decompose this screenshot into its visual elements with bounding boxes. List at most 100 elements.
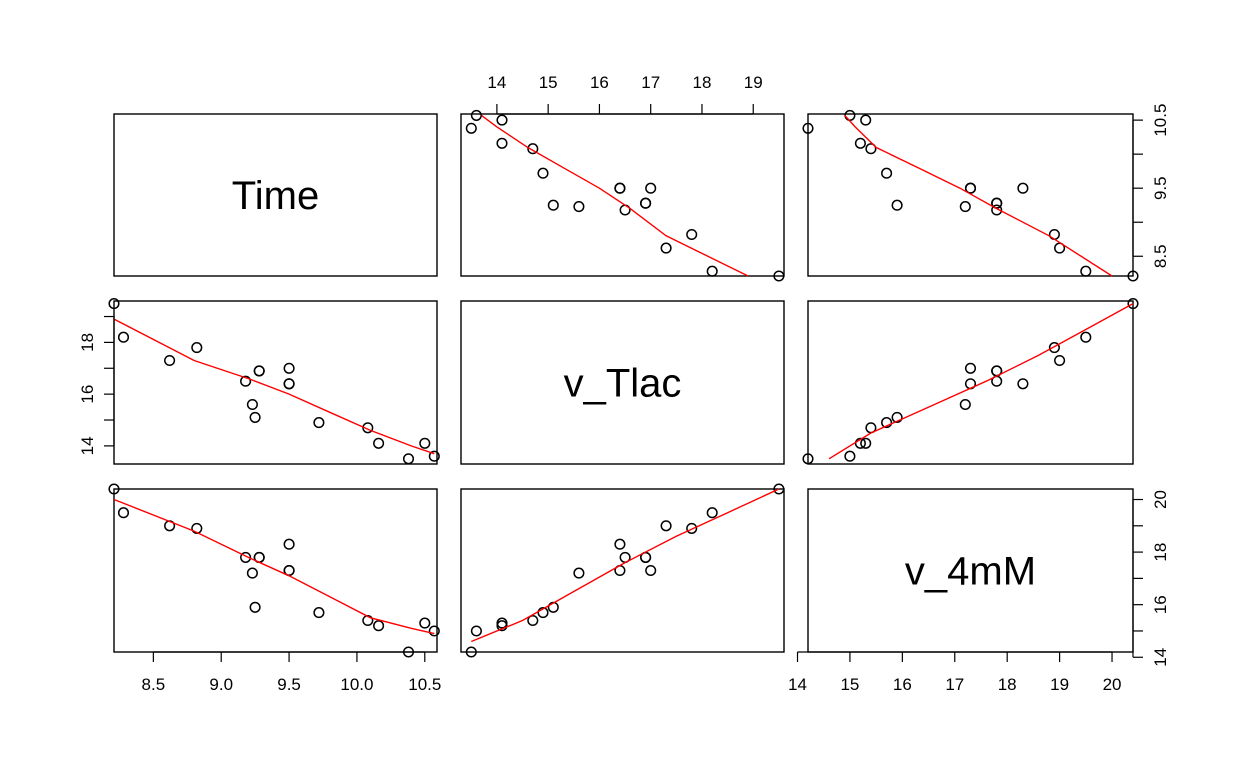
data-point-Time-v_4mM-13 [313, 607, 325, 619]
panel-frame-r1-c2 [460, 113, 785, 277]
smooth-line-Time-vs-v_4mM [113, 498, 435, 635]
data-point-v_4mM-v_Tlac-15 [854, 437, 866, 449]
data-point-Time-v_Tlac-4 [191, 342, 203, 354]
data-point-Time-v_4mM-6 [246, 567, 258, 579]
data-point-v_Tlac-Time-12 [614, 182, 626, 194]
data-point-Time-v_4mM-15 [373, 620, 385, 632]
panel-frame-r1-c1 [113, 113, 438, 277]
data-point-v_4mM-Time-10 [1017, 182, 1029, 194]
data-point-v_Tlac-v_4mM-2 [706, 507, 718, 519]
top-axis-v-tlac-tick-label-5: 18 [693, 73, 712, 92]
data-point-Time-v_Tlac-17 [419, 437, 431, 449]
smooth-line-v_4mM-vs-v_Tlac [828, 302, 1134, 460]
top-axis-v-tlac-tick-label-1: 14 [487, 73, 506, 92]
top-axis-v-tlac-tick-label-3: 16 [590, 73, 609, 92]
data-point-v_4mM-v_Tlac-4 [1048, 342, 1060, 354]
bottom-axis-time-tick-label-1: 8.5 [142, 675, 166, 694]
data-point-v_Tlac-Time-14 [527, 143, 539, 155]
data-point-Time-v_Tlac-18 [428, 450, 440, 462]
right-axis-v-4mm-tick-label-3: 18 [1151, 543, 1170, 562]
data-point-v_4mM-Time-6 [959, 201, 971, 213]
data-point-v_4mM-v_Tlac-2 [1080, 331, 1092, 343]
data-point-Time-v_Tlac-11 [283, 362, 295, 374]
data-point-v_Tlac-Time-17 [496, 114, 508, 126]
data-point-v_Tlac-v_4mM-3 [660, 520, 672, 532]
data-point-v_Tlac-v_4mM-11 [645, 564, 657, 577]
data-point-Time-v_4mM-5 [240, 551, 252, 563]
data-point-v_Tlac-Time-13 [537, 167, 549, 179]
top-axis-v-tlac-tick-label-2: 15 [539, 73, 558, 92]
data-point-v_4mM-v_Tlac-18 [844, 450, 856, 462]
bottom-axis-v-4mm-tick-label-6: 19 [1050, 675, 1069, 694]
bottom-axis-v-4mm-tick-label-7: 20 [1103, 675, 1122, 694]
data-point-Time-v_Tlac-6 [246, 398, 258, 411]
data-point-v_Tlac-Time-6 [573, 201, 585, 213]
panel-frame-r1-c3 [807, 113, 1134, 277]
data-point-v_Tlac-v_4mM-18 [470, 625, 482, 637]
data-point-v_4mM-Time-17 [860, 114, 872, 126]
data-point-v_4mM-v_Tlac-7 [891, 411, 903, 423]
panel-frame-r3-c1 [113, 488, 438, 653]
variable-label-v-4mm: v_4mM [905, 550, 1036, 594]
data-point-v_4mM-v_Tlac-11 [964, 362, 977, 374]
data-point-v_4mM-Time-15 [854, 137, 866, 149]
left-axis-v-tlac-tick-label-4: 16 [78, 385, 97, 404]
data-point-v_4mM-Time-13 [881, 167, 893, 179]
data-point-v_Tlac-v_4mM-10 [614, 538, 626, 550]
data-point-Time-v_Tlac-15 [373, 437, 385, 449]
variable-label-time: Time [232, 174, 319, 218]
data-point-v_Tlac-Time-18 [470, 109, 482, 121]
data-point-Time-v_Tlac-9 [253, 365, 265, 377]
smooth-line-v_4mM-vs-Time [844, 114, 1113, 277]
data-point-Time-v_4mM-4 [191, 522, 203, 534]
data-point-v_4mM-Time-14 [865, 143, 877, 155]
data-point-v_Tlac-v_4mM-17 [496, 617, 508, 629]
left-axis-v-tlac-tick-label-6: 14 [78, 436, 97, 455]
bottom-axis-time-tick-label-2: 9.0 [209, 675, 233, 694]
top-axis-v-tlac-tick-label-6: 19 [744, 73, 763, 92]
data-point-v_4mM-Time-18 [844, 109, 856, 121]
right-axis-time-tick-label-3: 9.5 [1151, 176, 1170, 200]
data-point-v_4mM-v_Tlac-3 [1054, 354, 1066, 367]
data-point-v_4mM-v_Tlac-10 [1017, 378, 1029, 390]
data-point-Time-v_4mM-1 [108, 483, 120, 495]
data-point-Time-v_Tlac-12 [283, 378, 295, 390]
data-point-Time-v_Tlac-3 [164, 354, 176, 367]
top-axis-v-tlac-tick-label-4: 17 [641, 73, 660, 92]
bottom-axis-v-4mm-tick-label-4: 17 [945, 675, 964, 694]
data-point-v_4mM-Time-2 [1080, 265, 1092, 277]
data-point-v_4mM-v_Tlac-17 [860, 437, 872, 449]
data-point-v_4mM-Time-12 [964, 182, 977, 194]
data-point-v_Tlac-Time-16 [465, 122, 477, 134]
data-point-v_4mM-Time-1 [1127, 270, 1139, 282]
data-point-v_Tlac-Time-15 [496, 137, 508, 149]
data-point-Time-v_Tlac-1 [108, 298, 120, 310]
data-point-v_Tlac-Time-1 [773, 270, 785, 282]
smooth-line-v_Tlac-vs-v_4mM [471, 488, 780, 643]
panel-frame-r2-c3 [807, 300, 1134, 465]
data-point-v_4mM-Time-5 [991, 204, 1003, 216]
right-axis-time-tick-label-1: 10.5 [1151, 104, 1170, 137]
data-point-v_Tlac-Time-4 [686, 228, 698, 241]
data-point-v_4mM-v_Tlac-13 [881, 417, 893, 429]
right-axis-time-tick-label-5: 8.5 [1151, 244, 1170, 268]
data-point-v_Tlac-v_4mM-4 [686, 522, 698, 534]
bottom-axis-time-tick-label-4: 10.0 [340, 675, 373, 694]
data-point-v_Tlac-v_4mM-14 [527, 614, 539, 627]
smooth-line-Time-vs-v_Tlac [113, 318, 435, 455]
data-point-v_Tlac-Time-2 [706, 265, 718, 277]
bottom-axis-v-4mm-tick-label-5: 18 [998, 675, 1017, 694]
data-point-v_Tlac-v_4mM-13 [537, 607, 549, 619]
bottom-axis-v-4mm-tick-label-2: 15 [840, 675, 859, 694]
data-point-v_Tlac-Time-9 [640, 197, 652, 209]
data-point-v_Tlac-Time-3 [660, 242, 672, 254]
bottom-axis-v-4mm-tick-label-3: 16 [893, 675, 912, 694]
data-point-Time-v_4mM-18 [428, 625, 440, 637]
data-point-Time-v_4mM-17 [419, 617, 431, 629]
data-point-v_Tlac-Time-7 [547, 199, 559, 211]
left-axis-v-tlac-tick-label-2: 18 [78, 333, 97, 352]
bottom-axis-time-tick-label-3: 9.5 [277, 675, 301, 694]
data-point-Time-v_Tlac-5 [240, 375, 252, 387]
